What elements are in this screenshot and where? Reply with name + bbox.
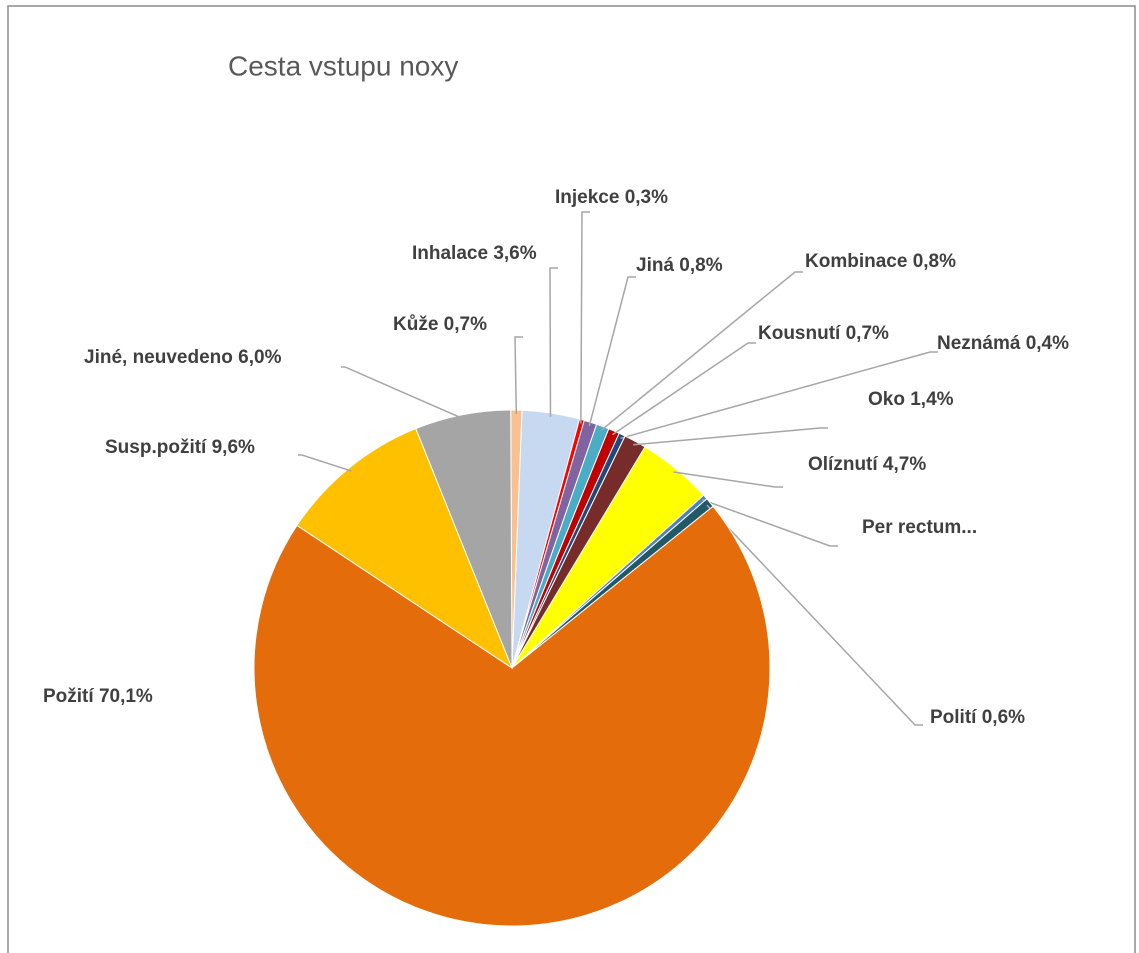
data-label: Oko 1,4% xyxy=(868,389,954,410)
leader-line xyxy=(514,336,523,415)
data-label: Injekce 0,3% xyxy=(555,187,668,208)
leader-line xyxy=(549,267,558,417)
frame xyxy=(7,5,1136,953)
leader-line xyxy=(341,366,464,420)
leader-line xyxy=(701,498,838,547)
leader-line xyxy=(673,471,783,488)
data-label: Kombinace 0,8% xyxy=(805,251,956,272)
data-label: Neznámá 0,4% xyxy=(937,333,1069,354)
data-label: Požití 70,1% xyxy=(43,686,153,707)
data-label: Olíznutí 4,7% xyxy=(808,454,926,475)
data-label: Per rectum... xyxy=(862,517,977,538)
leader-line xyxy=(600,271,803,431)
data-label: Susp.požití 9,6% xyxy=(105,437,255,458)
chart-title: Cesta vstupu noxy xyxy=(228,50,458,81)
pie-slice xyxy=(253,505,771,927)
data-label: Kůže 0,7% xyxy=(393,314,487,335)
data-label: Inhalace 3,6% xyxy=(412,243,537,264)
leader-line xyxy=(706,504,923,726)
leader-line xyxy=(612,342,756,436)
leader-line xyxy=(620,351,938,440)
leader-line xyxy=(298,454,352,472)
data-label: Jiné, neuvedeno 6,0% xyxy=(84,347,282,368)
leader-line xyxy=(588,276,636,427)
data-label: Jiná 0,8% xyxy=(636,255,723,276)
pie-slice xyxy=(296,427,514,670)
data-label: Kousnutí 0,7% xyxy=(758,323,889,344)
leader-line xyxy=(580,211,590,424)
pie-slice xyxy=(415,409,513,669)
leader-line xyxy=(633,427,828,446)
data-label: Polití 0,6% xyxy=(930,707,1025,728)
